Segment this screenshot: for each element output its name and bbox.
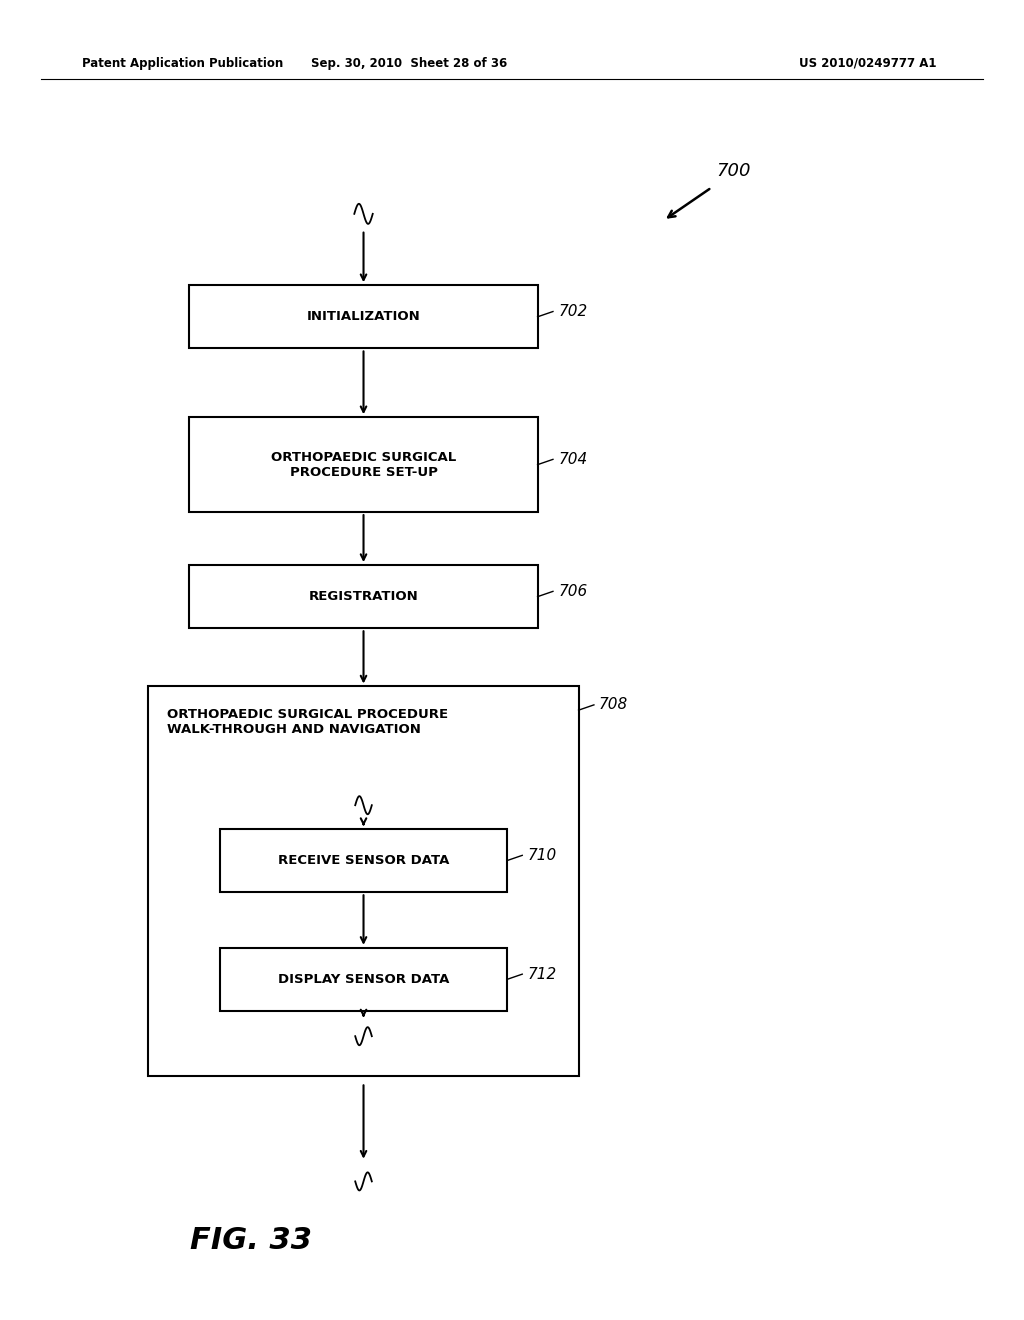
- Text: 706: 706: [558, 583, 588, 599]
- Bar: [220, 948, 507, 1011]
- Text: REGISTRATION: REGISTRATION: [308, 590, 419, 603]
- Text: 704: 704: [558, 451, 588, 467]
- Bar: [189, 565, 538, 628]
- Text: 712: 712: [527, 966, 557, 982]
- Text: INITIALIZATION: INITIALIZATION: [306, 310, 421, 323]
- Text: Sep. 30, 2010  Sheet 28 of 36: Sep. 30, 2010 Sheet 28 of 36: [311, 57, 508, 70]
- Text: 708: 708: [599, 697, 629, 713]
- Text: ORTHOPAEDIC SURGICAL PROCEDURE
WALK-THROUGH AND NAVIGATION: ORTHOPAEDIC SURGICAL PROCEDURE WALK-THRO…: [167, 708, 449, 735]
- Bar: [148, 686, 579, 1076]
- Bar: [220, 829, 507, 892]
- Text: Patent Application Publication: Patent Application Publication: [82, 57, 284, 70]
- Text: FIG. 33: FIG. 33: [189, 1226, 312, 1255]
- Bar: [189, 417, 538, 512]
- Text: 710: 710: [527, 847, 557, 863]
- Text: ORTHOPAEDIC SURGICAL
PROCEDURE SET-UP: ORTHOPAEDIC SURGICAL PROCEDURE SET-UP: [271, 450, 456, 479]
- Text: US 2010/0249777 A1: US 2010/0249777 A1: [799, 57, 936, 70]
- Text: DISPLAY SENSOR DATA: DISPLAY SENSOR DATA: [278, 973, 450, 986]
- Text: RECEIVE SENSOR DATA: RECEIVE SENSOR DATA: [278, 854, 450, 867]
- Bar: [189, 285, 538, 348]
- Text: 702: 702: [558, 304, 588, 319]
- Text: 700: 700: [717, 161, 752, 180]
